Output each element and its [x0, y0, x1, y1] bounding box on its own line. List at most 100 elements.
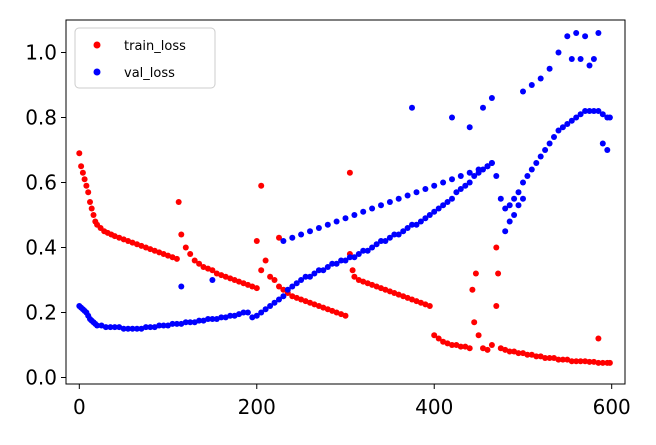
point-val-loss [606, 114, 613, 121]
point-val-loss [449, 176, 455, 183]
point-train-loss [138, 242, 145, 249]
point-val-loss [502, 228, 509, 235]
point-val-loss [422, 186, 429, 192]
point-val-loss [373, 241, 380, 248]
point-val-loss [355, 251, 362, 257]
legend-marker-val-loss [93, 68, 101, 76]
point-train-loss [116, 234, 123, 241]
point-val-loss [298, 231, 305, 238]
plot-area-frame [65, 19, 626, 385]
point-val-loss [435, 205, 442, 212]
point-val-loss [134, 325, 140, 332]
point-val-loss [378, 202, 384, 209]
point-train-loss [533, 353, 540, 360]
point-val-loss [440, 179, 447, 186]
point-train-loss [495, 270, 502, 277]
point-val-loss [160, 322, 167, 329]
point-train-loss [590, 358, 597, 365]
point-train-loss [342, 312, 349, 319]
point-val-loss [590, 56, 597, 62]
point-train-loss [444, 340, 451, 347]
point-val-loss [417, 218, 424, 225]
point-train-loss [200, 264, 207, 270]
point-val-loss [457, 186, 464, 192]
legend-label-val-loss: val_loss [124, 66, 175, 81]
point-train-loss [79, 169, 86, 176]
point-train-loss [493, 303, 500, 309]
point-val-loss [138, 325, 145, 332]
point-val-loss [604, 147, 611, 153]
point-val-loss [307, 273, 313, 280]
point-val-loss [324, 264, 331, 270]
point-val-loss [599, 140, 606, 147]
point-val-loss [555, 49, 562, 56]
point-val-loss [471, 173, 478, 179]
point-train-loss [85, 189, 92, 196]
point-val-loss [511, 212, 518, 218]
point-val-loss [360, 247, 367, 254]
point-train-loss [599, 359, 606, 366]
point-val-loss [253, 312, 260, 319]
point-train-loss [222, 273, 229, 280]
point-val-loss [599, 111, 606, 118]
point-train-loss [426, 303, 433, 309]
point-train-loss [129, 239, 136, 246]
point-val-loss [178, 320, 185, 327]
point-val-loss [395, 195, 402, 202]
point-val-loss [506, 202, 513, 209]
point-val-loss [586, 108, 593, 114]
point-val-loss [329, 260, 336, 267]
point-val-loss [116, 324, 123, 331]
point-val-loss [182, 319, 189, 326]
point-train-loss [493, 244, 500, 251]
point-val-loss [351, 212, 358, 218]
point-val-loss [413, 189, 420, 196]
x-tick-label: 600 [593, 395, 631, 419]
point-val-loss [209, 277, 216, 283]
point-val-loss [533, 160, 540, 166]
point-train-loss [568, 358, 575, 365]
y-tick-label: 0.4 [25, 236, 57, 260]
point-train-loss [546, 355, 553, 361]
point-val-loss [213, 316, 220, 322]
point-train-loss [528, 351, 535, 358]
point-val-loss [276, 296, 282, 303]
point-val-loss [528, 166, 535, 173]
point-val-loss [156, 322, 163, 329]
point-train-loss [262, 257, 269, 264]
point-val-loss [125, 325, 132, 332]
point-val-loss [422, 215, 429, 222]
point-train-loss [480, 345, 486, 352]
point-val-loss [431, 182, 438, 189]
legend-marker-train-loss [93, 41, 101, 49]
point-train-loss [81, 176, 88, 183]
point-val-loss [475, 166, 482, 173]
point-train-loss [395, 291, 402, 298]
point-train-loss [542, 355, 549, 361]
point-val-loss [577, 56, 584, 62]
point-train-loss [83, 182, 90, 189]
point-val-loss [493, 173, 500, 179]
point-val-loss [280, 238, 287, 244]
point-train-loss [209, 267, 216, 274]
point-val-loss [480, 166, 486, 173]
point-train-loss [271, 277, 278, 283]
point-train-loss [472, 270, 479, 277]
point-val-loss [484, 163, 491, 170]
point-train-loss [298, 296, 305, 303]
point-train-loss [506, 348, 513, 355]
point-val-loss [502, 205, 509, 212]
point-val-loss [142, 324, 149, 331]
point-train-loss [471, 319, 478, 326]
point-train-loss [573, 358, 580, 365]
point-train-loss [559, 356, 566, 363]
point-train-loss [502, 346, 509, 353]
point-val-loss [258, 309, 265, 316]
point-val-loss [440, 202, 447, 209]
point-val-loss [511, 195, 518, 202]
point-train-loss [213, 270, 220, 277]
point-val-loss [520, 88, 526, 95]
point-val-loss [444, 199, 451, 205]
point-train-loss [431, 332, 438, 339]
point-train-loss [253, 238, 260, 244]
